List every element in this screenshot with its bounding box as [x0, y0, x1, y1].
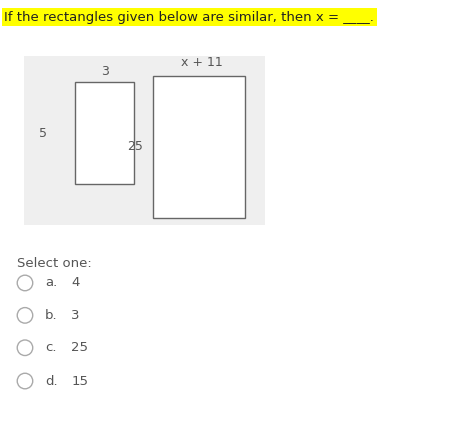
Text: Select one:: Select one:: [17, 257, 92, 270]
Text: x + 11: x + 11: [181, 56, 222, 69]
Text: 5: 5: [39, 127, 47, 140]
Text: b.: b.: [45, 309, 58, 322]
Text: 4: 4: [71, 276, 79, 289]
Text: 3: 3: [71, 309, 80, 322]
Text: 3: 3: [101, 65, 109, 78]
Bar: [153, 76, 246, 218]
Text: 25: 25: [128, 140, 144, 153]
Bar: [24, 56, 265, 225]
Text: d.: d.: [45, 375, 58, 388]
Text: 15: 15: [71, 375, 88, 388]
Text: a.: a.: [45, 276, 58, 289]
Text: c.: c.: [45, 341, 57, 354]
Text: If the rectangles given below are similar, then x = ____.: If the rectangles given below are simila…: [5, 11, 374, 24]
Text: 25: 25: [71, 341, 88, 354]
Bar: [75, 82, 134, 184]
